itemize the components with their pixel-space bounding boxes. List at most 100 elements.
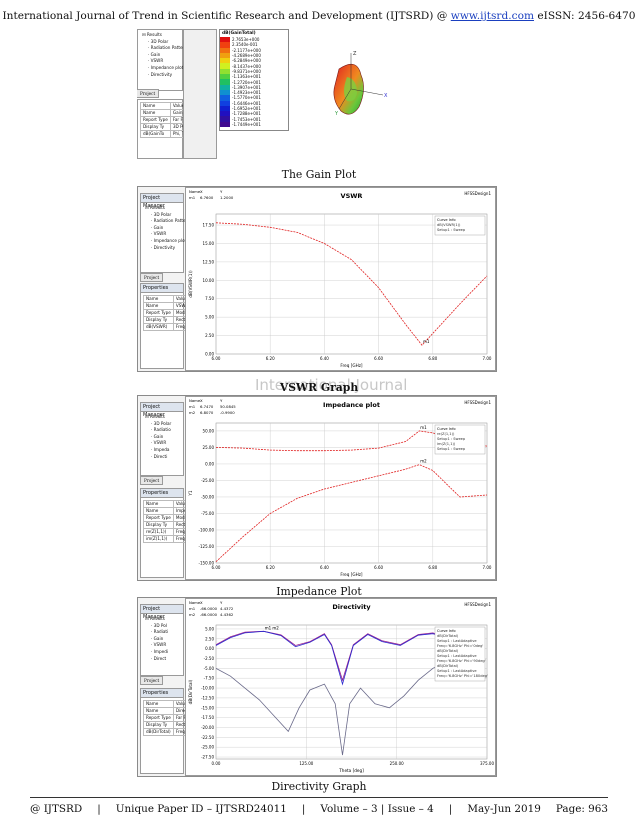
- props-cell: Report Type: [140, 116, 171, 124]
- y-tick-label: -25.00: [201, 745, 214, 750]
- marker-label: m1: [423, 339, 430, 344]
- plot-title: Impedance plot: [323, 401, 380, 409]
- legend-entry: Setup1 : LastAdaptive: [437, 669, 477, 673]
- project-tree: ⊟ Results · 3D Polar · Radiation Patte · Ga…: [141, 203, 187, 251]
- legend-swatch: [220, 89, 230, 96]
- props-cell: Report Type: [143, 714, 174, 722]
- design-name: HFSSDesign1: [464, 400, 491, 405]
- x-tick-label: 125.00: [299, 761, 313, 766]
- props-cell: re(Z(1,1)): [143, 528, 174, 536]
- y-tick-label: -10.00: [201, 686, 214, 691]
- tree-item[interactable]: · VSWR: [151, 440, 167, 446]
- tree-item[interactable]: · Radiati: [151, 629, 169, 635]
- tree-item[interactable]: · Gain: [151, 433, 164, 439]
- marker-table-cell: 4.4372: [220, 606, 234, 611]
- tree-item[interactable]: · Impedance plot: [151, 237, 187, 243]
- marker-table-cell: 6.7600: [200, 195, 214, 200]
- tree-item[interactable]: · Radiation Patte: [151, 218, 186, 224]
- legend-entry: -1.3907e+001: [220, 84, 288, 90]
- y-tick-label: 50.00: [203, 428, 215, 433]
- legend-entry: dB(DirTotal): [437, 649, 459, 653]
- tree-item[interactable]: · Radiation Pattern: [148, 45, 187, 51]
- marker-table-cell: 6.7470: [200, 404, 214, 409]
- properties-panel: Properties NameValueNameDirect...Report …: [140, 688, 198, 774]
- x-axis-label: Freq [GHz]: [340, 363, 363, 368]
- axis-y-label: Y: [334, 111, 339, 117]
- props-cell: Name: [143, 295, 174, 303]
- tree-item[interactable]: · 3D Polar: [151, 211, 172, 217]
- y-tick-label: 2.50: [205, 636, 214, 641]
- tree-item[interactable]: · 3D Polar: [148, 38, 169, 44]
- legend-value: -1.3907e+001: [232, 84, 261, 90]
- footer-sep: |: [301, 803, 306, 815]
- props-row: dB(GainTo Phi, Th: [140, 130, 191, 138]
- legend-entry: Freq='6.8GHz' Phi='180deg': [437, 674, 488, 678]
- tree-item[interactable]: ⊟ Results: [142, 32, 162, 37]
- props-cell: Name: [140, 102, 171, 110]
- header-link[interactable]: www.ijtsrd.com: [450, 10, 534, 22]
- props-cell: Name: [140, 109, 171, 117]
- gain-caption: The Gain Plot: [281, 168, 357, 181]
- legend-box: [434, 626, 486, 682]
- tree-item[interactable]: · Impedi: [151, 648, 169, 654]
- tree-item[interactable]: ⊟ Results: [145, 616, 165, 621]
- tree-item[interactable]: · 3D Polar: [151, 420, 172, 426]
- gain-screenshot: ⊟ Results · 3D Polar · Radiation Pattern · …: [137, 29, 497, 164]
- props-cell: Name: [143, 707, 174, 715]
- x-tick-label: 6.80: [428, 565, 437, 570]
- tree-item[interactable]: · 3D Pol: [151, 622, 167, 628]
- y-tick-label: 0.00: [205, 461, 214, 466]
- project-tab[interactable]: Project: [140, 676, 164, 685]
- tree-item[interactable]: · Gain: [151, 224, 164, 230]
- x-tick-label: 6.80: [428, 356, 437, 361]
- marker-table-cell: 6.8070: [200, 410, 214, 415]
- tree-item[interactable]: · Impeda: [151, 446, 170, 452]
- impedance-chart: Impedance plot HFSSDesign1 Name X Ym1 6.7470 5…: [188, 398, 492, 577]
- gain-3d-pattern: Z X Y: [333, 51, 388, 117]
- tree-item[interactable]: · Gain: [148, 51, 161, 57]
- project-tree: ⊟ Results · 3D Pol · Radiati · Gain · VSWR · …: [141, 614, 183, 662]
- y-tick-label: -125.00: [199, 544, 215, 549]
- legend-title: dB(GainTotal): [222, 31, 256, 36]
- tree-item[interactable]: · VSWR: [151, 231, 167, 237]
- design-name: HFSSDesign1: [464, 602, 491, 607]
- legend-entry: -1.7449e+001: [220, 121, 288, 128]
- legend-entry: dB(DirTotal): [437, 634, 459, 638]
- marker-table-cell: 1.2000: [220, 195, 234, 200]
- props-cell: Name: [143, 500, 174, 508]
- tree-item[interactable]: ⊟ Results: [145, 205, 165, 210]
- legend-entry: re(Z(1,1)): [437, 432, 455, 436]
- legend-entry: dB(VSWR(1)): [437, 223, 461, 227]
- tree-item[interactable]: · VSWR: [148, 58, 164, 64]
- legend-entry: Freq='6.8GHz' Phi='0deg': [437, 644, 483, 648]
- tree-item[interactable]: · Directivity: [151, 244, 176, 250]
- legend-value: -9.8371e+000: [232, 68, 261, 74]
- tree-item[interactable]: · Direct: [151, 655, 167, 661]
- tree-item[interactable]: · Impedance plot: [148, 64, 184, 70]
- legend-swatch: [220, 63, 230, 69]
- tree-item[interactable]: ⊟ Results: [145, 414, 165, 419]
- project-manager-panel: Project Manager ⊟ Results · 3D Polar · Rad…: [140, 193, 187, 273]
- project-tab[interactable]: Project: [137, 89, 160, 98]
- impedance-screenshot: Project Manager ⊟ Results · 3D Polar · Rad…: [137, 395, 497, 581]
- props-cell: Report Type: [143, 514, 174, 522]
- project-tab[interactable]: Project: [140, 476, 164, 485]
- tree-item[interactable]: · Gain: [151, 635, 164, 641]
- marker-label: m1: [420, 425, 427, 430]
- marker-label: m1 m2: [265, 625, 280, 630]
- legend-entry: Curve Info: [437, 218, 456, 222]
- series-line: [215, 630, 477, 686]
- tree-item[interactable]: · Radiatio: [151, 427, 171, 433]
- project-tab[interactable]: Project: [140, 273, 164, 282]
- tree-item[interactable]: · Directi: [151, 453, 168, 459]
- tree-item[interactable]: · VSWR: [151, 642, 167, 648]
- tree-item[interactable]: · Directivity: [148, 71, 173, 77]
- x-tick-label: 6.60: [374, 356, 383, 361]
- y-tick-label: 25.00: [203, 445, 215, 450]
- y-tick-label: -15.00: [201, 705, 214, 710]
- legend-swatch: [220, 42, 230, 48]
